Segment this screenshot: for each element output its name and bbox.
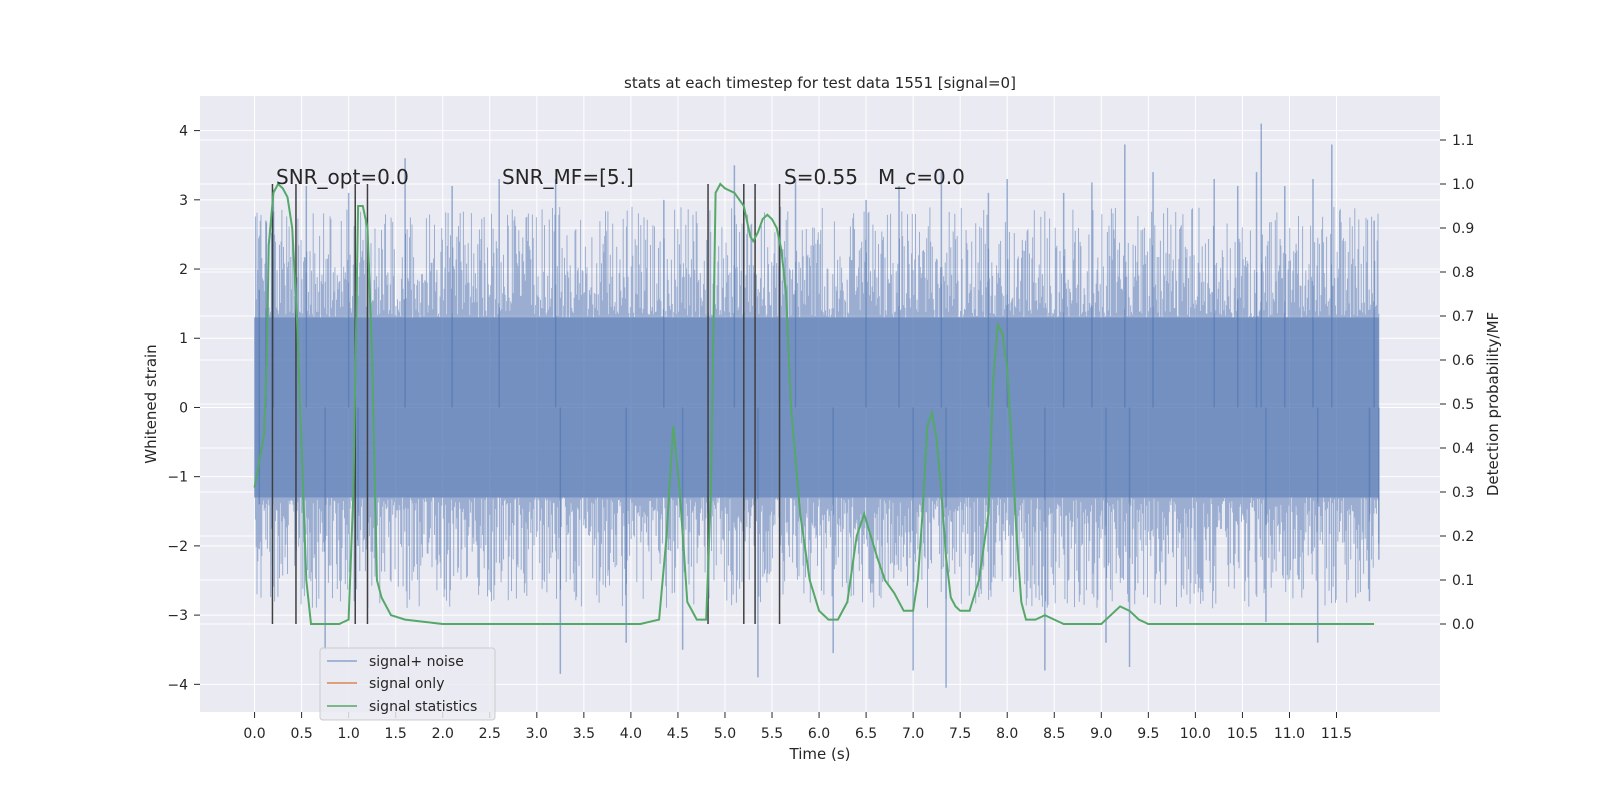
y-left-axis-label: Whitened strain	[142, 344, 160, 463]
annotation-snr-opt: SNR_opt=0.0	[276, 165, 409, 189]
x-tick-label: 10.5	[1227, 726, 1258, 742]
y-right-tick-label: 0.9	[1452, 221, 1474, 237]
y-left-tick-label: 3	[179, 193, 188, 209]
y-left-tick-label: 4	[179, 124, 188, 140]
legend-label-signal-only: signal only	[369, 676, 444, 692]
y-right-tick-label: 0.2	[1452, 529, 1474, 545]
x-tick-label: 6.5	[855, 726, 877, 742]
y-right-tick-label: 1.0	[1452, 177, 1474, 193]
y-right-tick-label: 0.6	[1452, 353, 1474, 369]
y-left-tick-label: −3	[167, 608, 188, 624]
legend-label-noise: signal+ noise	[369, 654, 464, 670]
y-right-tick-label: 0.0	[1452, 617, 1474, 633]
x-axis-label: Time (s)	[789, 745, 851, 763]
y-left-axis-ticks: 4 3 2 1 0 −1 −2 −3 −4	[167, 124, 200, 693]
y-right-tick-label: 0.8	[1452, 265, 1474, 281]
x-tick-label: 2.5	[479, 726, 501, 742]
x-tick-label: 0.0	[243, 726, 265, 742]
y-right-axis-ticks: 1.1 1.0 0.9 0.8 0.7 0.6 0.5 0.4 0.3 0.2 0.1 0.0	[1440, 133, 1474, 633]
x-tick-label: 1.0	[338, 726, 360, 742]
x-tick-label: 10.0	[1180, 726, 1211, 742]
x-tick-label: 6.0	[808, 726, 830, 742]
legend-label-statistics: signal statistics	[369, 699, 477, 715]
x-tick-label: 5.5	[761, 726, 783, 742]
y-left-tick-label: 2	[179, 262, 188, 278]
annotation-s: S=0.55	[784, 165, 858, 189]
noise-trace	[254, 206, 1380, 609]
chart-title: stats at each timestep for test data 155…	[624, 74, 1016, 92]
annotation-mc: M_c=0.0	[878, 165, 965, 189]
x-tick-label: 3.5	[573, 726, 595, 742]
x-tick-label: 9.0	[1090, 726, 1112, 742]
y-left-tick-label: 0	[179, 400, 188, 416]
y-right-tick-label: 1.1	[1452, 133, 1474, 149]
x-tick-label: 9.5	[1137, 726, 1159, 742]
x-tick-label: 3.0	[526, 726, 548, 742]
x-tick-label: 8.5	[1043, 726, 1065, 742]
y-right-axis-label: Detection probability/MF	[1484, 312, 1502, 496]
x-tick-label: 7.0	[902, 726, 924, 742]
y-left-tick-label: 1	[179, 331, 188, 347]
legend: signal+ noise signal only signal statist…	[319, 647, 496, 721]
y-left-tick-label: −2	[167, 539, 188, 555]
y-right-tick-label: 0.4	[1452, 441, 1474, 457]
x-axis-ticks: 0.0 0.5 1.0 1.5 2.0 2.5 3.0 3.5 4.0 4.5 5.0 5.5 6.0 6…	[243, 712, 1352, 742]
signal-plus-noise-series	[254, 123, 1380, 688]
signal-statistics-line	[253, 182, 1375, 625]
y-right-tick-label: 0.3	[1452, 485, 1474, 501]
x-tick-label: 1.5	[385, 726, 407, 742]
x-tick-label: 8.0	[996, 726, 1018, 742]
x-tick-label: 11.5	[1321, 726, 1352, 742]
x-tick-label: 2.0	[432, 726, 454, 742]
y-left-tick-label: −1	[167, 470, 188, 486]
y-right-tick-label: 0.7	[1452, 309, 1474, 325]
x-tick-label: 4.0	[620, 726, 642, 742]
x-tick-label: 0.5	[290, 726, 312, 742]
x-tick-label: 7.5	[949, 726, 971, 742]
y-right-tick-label: 0.1	[1452, 573, 1474, 589]
annotation-snr-mf: SNR_MF=[5.]	[502, 165, 634, 189]
x-tick-label: 5.0	[714, 726, 736, 742]
legend-box	[319, 647, 496, 721]
y-right-tick-label: 0.5	[1452, 397, 1474, 413]
detection-marker-lines	[271, 184, 781, 624]
y-left-tick-label: −4	[167, 677, 188, 693]
x-tick-label: 11.0	[1274, 726, 1305, 742]
x-tick-label: 4.5	[667, 726, 689, 742]
